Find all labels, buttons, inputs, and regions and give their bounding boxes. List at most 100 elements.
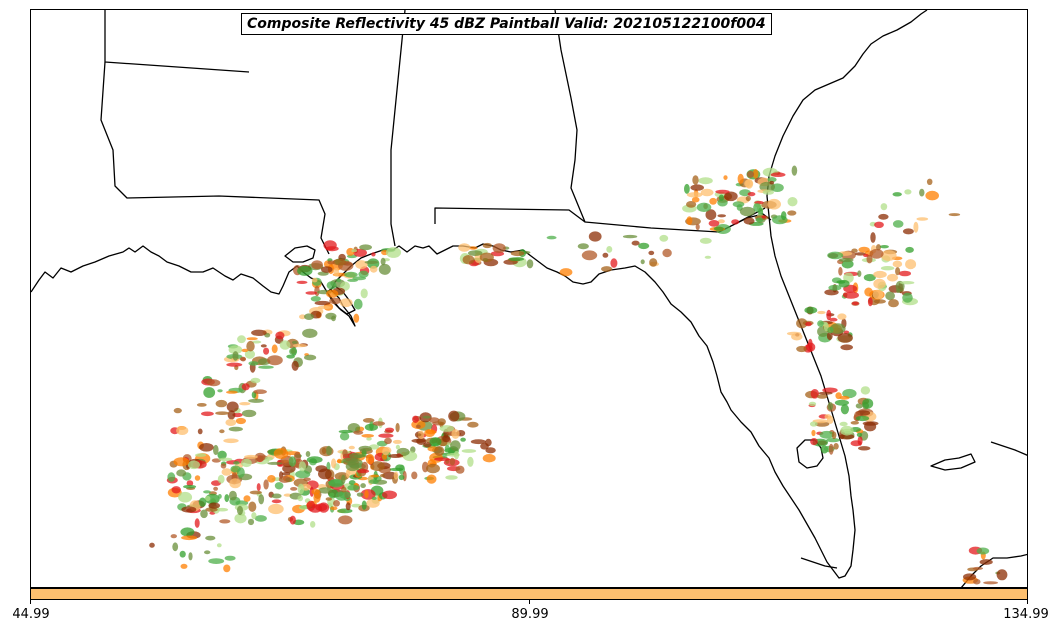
reflectivity-blob (919, 188, 925, 197)
reflectivity-blob (215, 399, 228, 408)
reflectivity-blob (423, 442, 432, 448)
reflectivity-blob (393, 471, 399, 480)
reflectivity-blob (713, 226, 724, 231)
reflectivity-blob (455, 465, 465, 474)
reflectivity-blob (355, 260, 368, 270)
reflectivity-blob (862, 398, 874, 409)
colorbar-tick-label-mid: 89.99 (511, 607, 549, 622)
reflectivity-blob (197, 428, 203, 435)
reflectivity-blob (244, 349, 255, 359)
reflectivity-blob (239, 357, 246, 361)
reflectivity-blob (246, 337, 258, 341)
reflectivity-blob (610, 258, 618, 268)
reflectivity-blob (460, 437, 466, 442)
reflectivity-blob (360, 483, 366, 489)
reflectivity-blob (864, 287, 873, 297)
reflectivity-blob (325, 312, 337, 320)
reflectivity-blob (822, 387, 838, 393)
colorbar-tick-min (30, 600, 31, 604)
reflectivity-blob (746, 170, 755, 178)
lake-pontchartrain (284, 245, 316, 263)
reflectivity-blob (699, 237, 712, 244)
reflectivity-blob (297, 495, 304, 502)
reflectivity-blob (827, 402, 833, 411)
reflectivity-blob (228, 490, 237, 501)
reflectivity-blob (208, 502, 220, 509)
reflectivity-blob (378, 433, 394, 438)
reflectivity-blob (839, 421, 848, 427)
reflectivity-blob (248, 398, 265, 403)
reflectivity-blob (809, 421, 818, 427)
reflectivity-blob (878, 213, 889, 220)
reflectivity-blob (356, 492, 364, 497)
reflectivity-blob (226, 362, 243, 367)
reflectivity-blob (273, 448, 289, 459)
reflectivity-blob (172, 542, 179, 552)
reflectivity-blob (194, 453, 207, 457)
reflectivity-blob (254, 515, 267, 522)
reflectivity-blob (216, 543, 222, 548)
reflectivity-blob (336, 278, 342, 283)
colorbar (30, 588, 1028, 600)
reflectivity-blob (305, 451, 311, 457)
reflectivity-blob (588, 231, 602, 242)
reflectivity-blob (805, 321, 812, 327)
reflectivity-blob (186, 480, 194, 487)
reflectivity-blob (256, 483, 261, 492)
reflectivity-blob (817, 310, 826, 315)
reflectivity-blob (787, 197, 798, 207)
reflectivity-blob (648, 250, 655, 256)
reflectivity-blob (717, 199, 728, 207)
reflectivity-blob (686, 201, 697, 208)
reflectivity-blob (295, 470, 311, 479)
border-ms-al (390, 10, 406, 247)
reflectivity-blob (331, 458, 337, 469)
colorbar-tick-mid (529, 600, 530, 604)
reflectivity-blob (828, 284, 842, 291)
reflectivity-blob (724, 191, 738, 202)
reflectivity-blob (271, 499, 282, 504)
reflectivity-blob (293, 343, 307, 348)
reflectivity-blob (828, 443, 834, 455)
reflectivity-blob (858, 446, 871, 451)
reflectivity-blob (854, 252, 866, 256)
reflectivity-blob (835, 392, 842, 400)
map-panel (30, 9, 1028, 588)
reflectivity-blob (686, 192, 703, 198)
reflectivity-blob (602, 252, 609, 258)
reflectivity-blob (787, 210, 797, 216)
reflectivity-blob (705, 209, 717, 221)
reflectivity-blob (445, 475, 458, 480)
reflectivity-blob (684, 183, 690, 194)
reflectivity-blob (267, 355, 283, 366)
reflectivity-blob (372, 421, 385, 426)
reflectivity-blob (796, 318, 808, 329)
reflectivity-blob (347, 423, 361, 433)
reflectivity-blob (826, 438, 840, 443)
reflectivity-blob (416, 433, 422, 437)
reflectivity-blob (268, 503, 284, 515)
reflectivity-blob (834, 399, 850, 406)
reflectivity-blob (905, 259, 917, 270)
reflectivity-blob (770, 172, 786, 177)
reflectivity-blob (271, 344, 278, 354)
reflectivity-blob (258, 365, 274, 369)
reflectivity-blob (371, 252, 376, 257)
reflectivity-blob (310, 521, 316, 528)
reflectivity-blob (208, 558, 225, 564)
reflectivity-blob (314, 300, 331, 306)
reflectivity-blob (718, 194, 725, 201)
reflectivity-blob (717, 219, 725, 224)
reflectivity-blob (313, 492, 321, 503)
reflectivity-blob (361, 434, 375, 438)
reflectivity-blob (983, 581, 998, 585)
reflectivity-blob (855, 415, 870, 422)
reflectivity-blob (248, 361, 259, 366)
reflectivity-blob (203, 490, 211, 494)
reflectivity-blob (388, 454, 404, 458)
reflectivity-blob (167, 472, 176, 482)
reflectivity-blob (339, 491, 351, 499)
reflectivity-blob (805, 342, 816, 352)
reflectivity-blob (337, 458, 342, 464)
reflectivity-blob (237, 505, 243, 516)
